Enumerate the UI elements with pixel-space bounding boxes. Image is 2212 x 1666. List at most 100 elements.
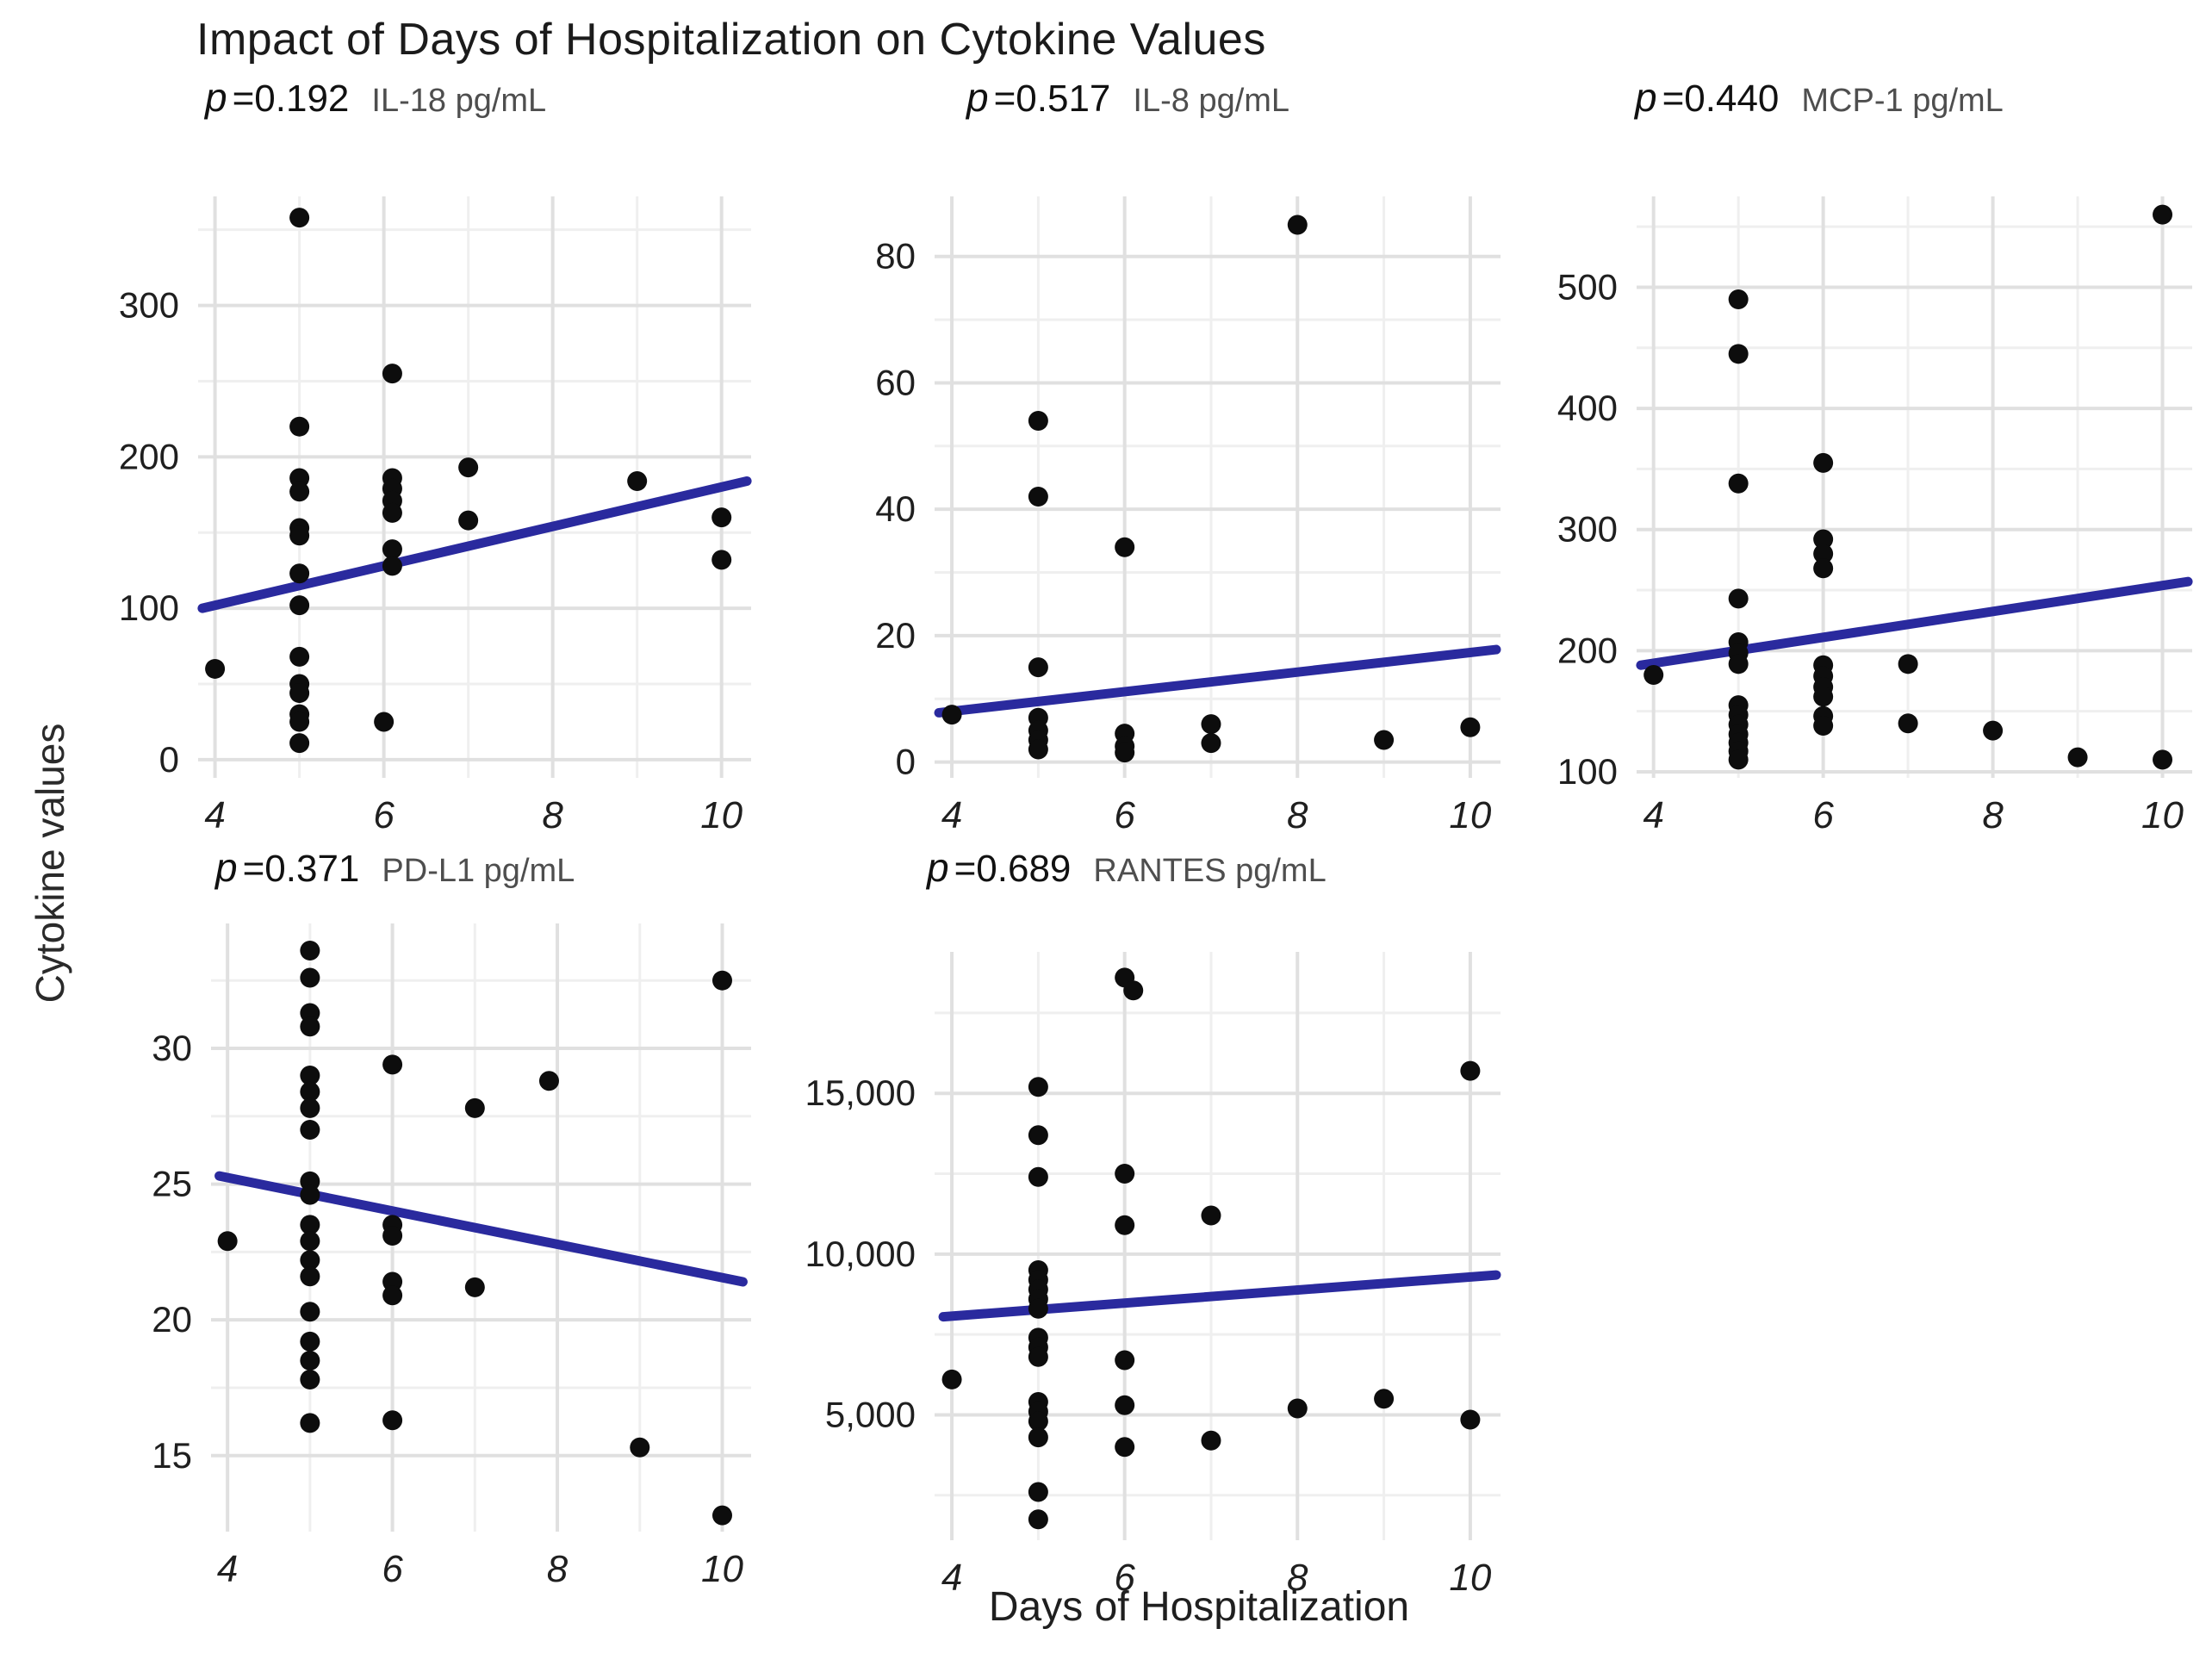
data-point: [205, 658, 226, 679]
p-value: =0.689: [954, 848, 1072, 890]
data-point: [289, 468, 310, 488]
cytokine-unit-label: PD-L1 pg/mL: [382, 853, 575, 889]
data-point: [1813, 452, 1834, 473]
x-tick-label: 10: [1449, 794, 1491, 836]
data-point: [300, 1016, 320, 1037]
cytokine-unit-label: IL-18 pg/mL: [371, 83, 547, 119]
p-value: =0.440: [1662, 78, 1780, 120]
data-point: [2067, 747, 2088, 768]
data-point: [1201, 733, 1221, 754]
data-point: [382, 502, 402, 523]
x-tick-label: 4: [941, 794, 962, 836]
y-tick-label: 0: [896, 742, 916, 782]
y-tick-label: 400: [1557, 388, 1618, 428]
data-point: [1201, 1205, 1221, 1226]
data-point: [1028, 1166, 1048, 1187]
data-point: [300, 1215, 320, 1235]
data-point: [289, 525, 310, 546]
data-point: [1115, 1395, 1135, 1415]
data-point: [300, 1266, 320, 1287]
data-point: [464, 1277, 485, 1297]
data-point: [711, 970, 732, 991]
data-point: [1374, 1389, 1395, 1409]
gridlines-minor: [935, 952, 1501, 1540]
data-point: [711, 1505, 732, 1526]
p-symbol: p: [927, 845, 949, 890]
data-point: [1201, 1430, 1221, 1451]
trend-line: [938, 1270, 1501, 1322]
p-symbol: p: [215, 845, 238, 890]
x-tick-label: 6: [382, 1548, 403, 1590]
data-point: [1115, 1350, 1135, 1371]
data-point: [1028, 657, 1048, 678]
data-point: [289, 416, 310, 437]
x-tick-label: 6: [1114, 1557, 1135, 1599]
data-point: [1028, 487, 1048, 507]
scatter-plot-mcp1: 100 200 300 400 500 4 6 8 10: [1557, 196, 2193, 836]
data-point: [1115, 1164, 1135, 1184]
trend-line: [214, 1171, 748, 1287]
data-point: [300, 1413, 320, 1433]
data-point: [1643, 664, 1664, 685]
y-tick-label: 500: [1557, 266, 1618, 307]
x-tick-label: 8: [1287, 1557, 1308, 1599]
x-tick-label: 4: [204, 794, 225, 836]
y-tick-labels: 15 20 25 30: [152, 1028, 192, 1476]
data-point: [627, 470, 648, 491]
p-value: =0.192: [232, 78, 350, 120]
x-tick-label: 6: [373, 794, 395, 836]
x-tick-label: 8: [547, 1548, 569, 1590]
data-point: [1028, 1077, 1048, 1097]
y-tick-label: 200: [119, 436, 179, 476]
y-tick-label: 15,000: [805, 1072, 916, 1113]
data-point: [711, 550, 732, 570]
scatter-points: [205, 208, 732, 754]
data-point: [382, 1285, 403, 1306]
data-point: [1374, 730, 1395, 750]
data-point: [1115, 537, 1135, 557]
data-point: [941, 705, 962, 725]
x-axis-label: Days of Hospitalization: [988, 1584, 1410, 1630]
x-tick-labels: 4 6 8 10: [204, 794, 743, 836]
panel-title-pdl1: p =0.371 PD-L1 pg/mL: [215, 844, 575, 891]
gridlines-major: [211, 923, 751, 1532]
data-point: [1728, 344, 1749, 364]
scatter-plot-il18: 0 100 200 300 4 6 8 10: [119, 196, 752, 836]
gridlines-major: [935, 196, 1501, 778]
data-point: [300, 1302, 320, 1322]
data-point: [382, 1410, 403, 1431]
data-point: [1460, 717, 1481, 737]
data-point: [1028, 739, 1048, 760]
y-tick-label: 40: [875, 488, 916, 529]
data-point: [1028, 1298, 1048, 1319]
trend-line: [197, 476, 752, 613]
y-tick-label: 15: [152, 1435, 192, 1476]
data-point: [289, 482, 310, 502]
data-point: [300, 941, 320, 961]
trend-line: [1636, 576, 2193, 670]
data-point: [1898, 654, 1918, 674]
x-tick-label: 4: [217, 1548, 238, 1590]
data-point: [1287, 1398, 1308, 1419]
data-point: [1728, 588, 1749, 609]
x-tick-label: 10: [1449, 1557, 1491, 1599]
scatter-points: [1643, 204, 2173, 770]
y-tick-label: 20: [875, 615, 916, 656]
data-point: [1287, 214, 1308, 235]
y-tick-labels: 0 100 200 300: [119, 285, 179, 780]
figure-title: Impact of Days of Hospitalization on Cyt…: [196, 15, 1266, 65]
data-point: [1028, 1125, 1048, 1146]
data-point: [289, 208, 310, 228]
data-point: [300, 1097, 320, 1118]
panel-rantes: 5,000 10,000 15,000 4 6 8 10: [797, 942, 1518, 1616]
data-point: [382, 539, 402, 560]
gridlines-minor: [935, 196, 1501, 778]
p-symbol: p: [205, 75, 227, 120]
gridlines-major: [1637, 196, 2192, 778]
y-tick-label: 100: [119, 587, 179, 628]
y-tick-label: 80: [875, 236, 916, 277]
data-point: [711, 507, 732, 528]
data-point: [289, 595, 310, 616]
data-point: [289, 712, 310, 732]
x-tick-labels: 4 6 8 10: [217, 1548, 744, 1590]
